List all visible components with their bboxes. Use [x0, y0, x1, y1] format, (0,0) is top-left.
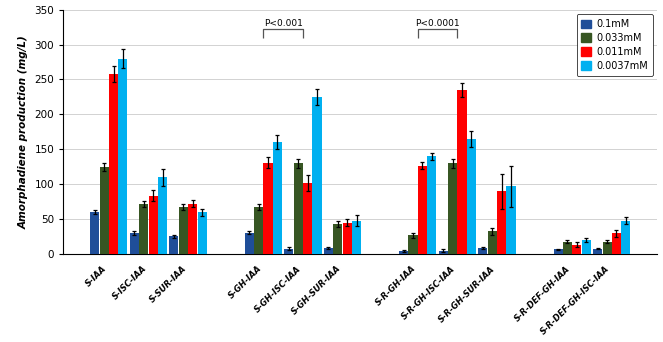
Bar — [263, 163, 272, 254]
Bar — [254, 207, 263, 254]
Bar — [273, 142, 282, 254]
Bar — [169, 236, 178, 254]
Bar — [497, 192, 506, 254]
Bar — [507, 186, 516, 254]
Bar — [603, 242, 611, 254]
Bar — [572, 245, 581, 254]
Bar — [109, 74, 118, 254]
Bar — [488, 231, 497, 254]
Bar — [99, 167, 109, 254]
Bar — [593, 249, 602, 254]
Bar — [139, 204, 149, 254]
Bar — [90, 212, 99, 254]
Bar — [448, 163, 457, 254]
Bar — [554, 249, 563, 254]
Bar — [294, 163, 303, 254]
Bar — [119, 58, 127, 254]
Bar — [467, 139, 476, 254]
Bar — [457, 90, 467, 254]
Bar — [427, 156, 436, 254]
Bar — [130, 233, 139, 254]
Bar — [303, 183, 312, 254]
Bar — [324, 248, 333, 254]
Bar — [563, 242, 572, 254]
Bar — [198, 212, 207, 254]
Bar — [439, 251, 448, 254]
Bar — [149, 196, 158, 254]
Legend: 0.1mM, 0.033mM, 0.011mM, 0.0037mM: 0.1mM, 0.033mM, 0.011mM, 0.0037mM — [577, 14, 652, 76]
Bar — [284, 249, 293, 254]
Bar — [333, 224, 342, 254]
Bar — [612, 233, 621, 254]
Bar — [621, 221, 631, 254]
Bar — [418, 166, 427, 254]
Bar — [158, 177, 167, 254]
Bar — [352, 221, 361, 254]
Bar — [312, 97, 322, 254]
Text: P<0.0001: P<0.0001 — [415, 19, 460, 28]
Bar — [408, 235, 418, 254]
Y-axis label: Amorphadiene production (mg/L): Amorphadiene production (mg/L) — [19, 35, 29, 229]
Text: P<0.001: P<0.001 — [264, 19, 302, 28]
Bar — [179, 207, 188, 254]
Bar — [478, 248, 487, 254]
Bar — [581, 240, 591, 254]
Bar — [343, 223, 352, 254]
Bar — [399, 251, 408, 254]
Bar — [245, 233, 254, 254]
Bar — [188, 204, 198, 254]
